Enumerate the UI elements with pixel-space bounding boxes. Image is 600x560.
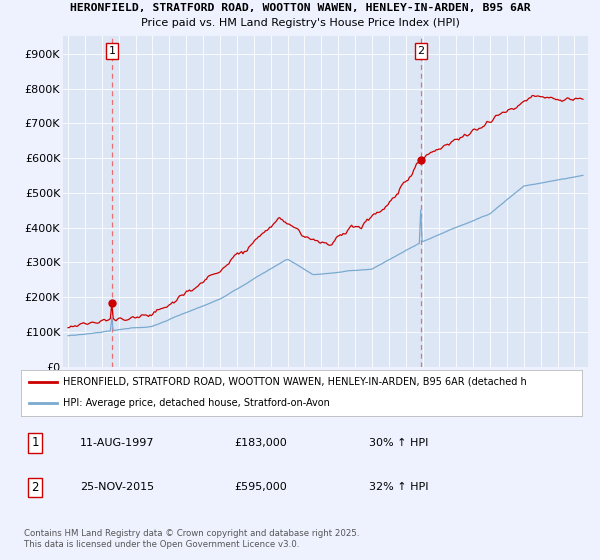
Text: £595,000: £595,000 (234, 482, 287, 492)
Text: 2: 2 (418, 46, 424, 56)
Text: 11-AUG-1997: 11-AUG-1997 (80, 438, 154, 448)
Text: 1: 1 (31, 436, 39, 449)
Text: 2: 2 (31, 481, 39, 494)
Text: HERONFIELD, STRATFORD ROAD, WOOTTON WAWEN, HENLEY-IN-ARDEN, B95 6AR: HERONFIELD, STRATFORD ROAD, WOOTTON WAWE… (70, 3, 530, 13)
Text: £183,000: £183,000 (234, 438, 287, 448)
Text: 25-NOV-2015: 25-NOV-2015 (80, 482, 154, 492)
Text: HPI: Average price, detached house, Stratford-on-Avon: HPI: Average price, detached house, Stra… (63, 398, 330, 408)
Text: Contains HM Land Registry data © Crown copyright and database right 2025.
This d: Contains HM Land Registry data © Crown c… (24, 529, 359, 549)
Text: Price paid vs. HM Land Registry's House Price Index (HPI): Price paid vs. HM Land Registry's House … (140, 18, 460, 28)
Text: HERONFIELD, STRATFORD ROAD, WOOTTON WAWEN, HENLEY-IN-ARDEN, B95 6AR (detached h: HERONFIELD, STRATFORD ROAD, WOOTTON WAWE… (63, 377, 527, 387)
Text: 1: 1 (109, 46, 116, 56)
Text: 32% ↑ HPI: 32% ↑ HPI (369, 482, 428, 492)
Text: 30% ↑ HPI: 30% ↑ HPI (369, 438, 428, 448)
